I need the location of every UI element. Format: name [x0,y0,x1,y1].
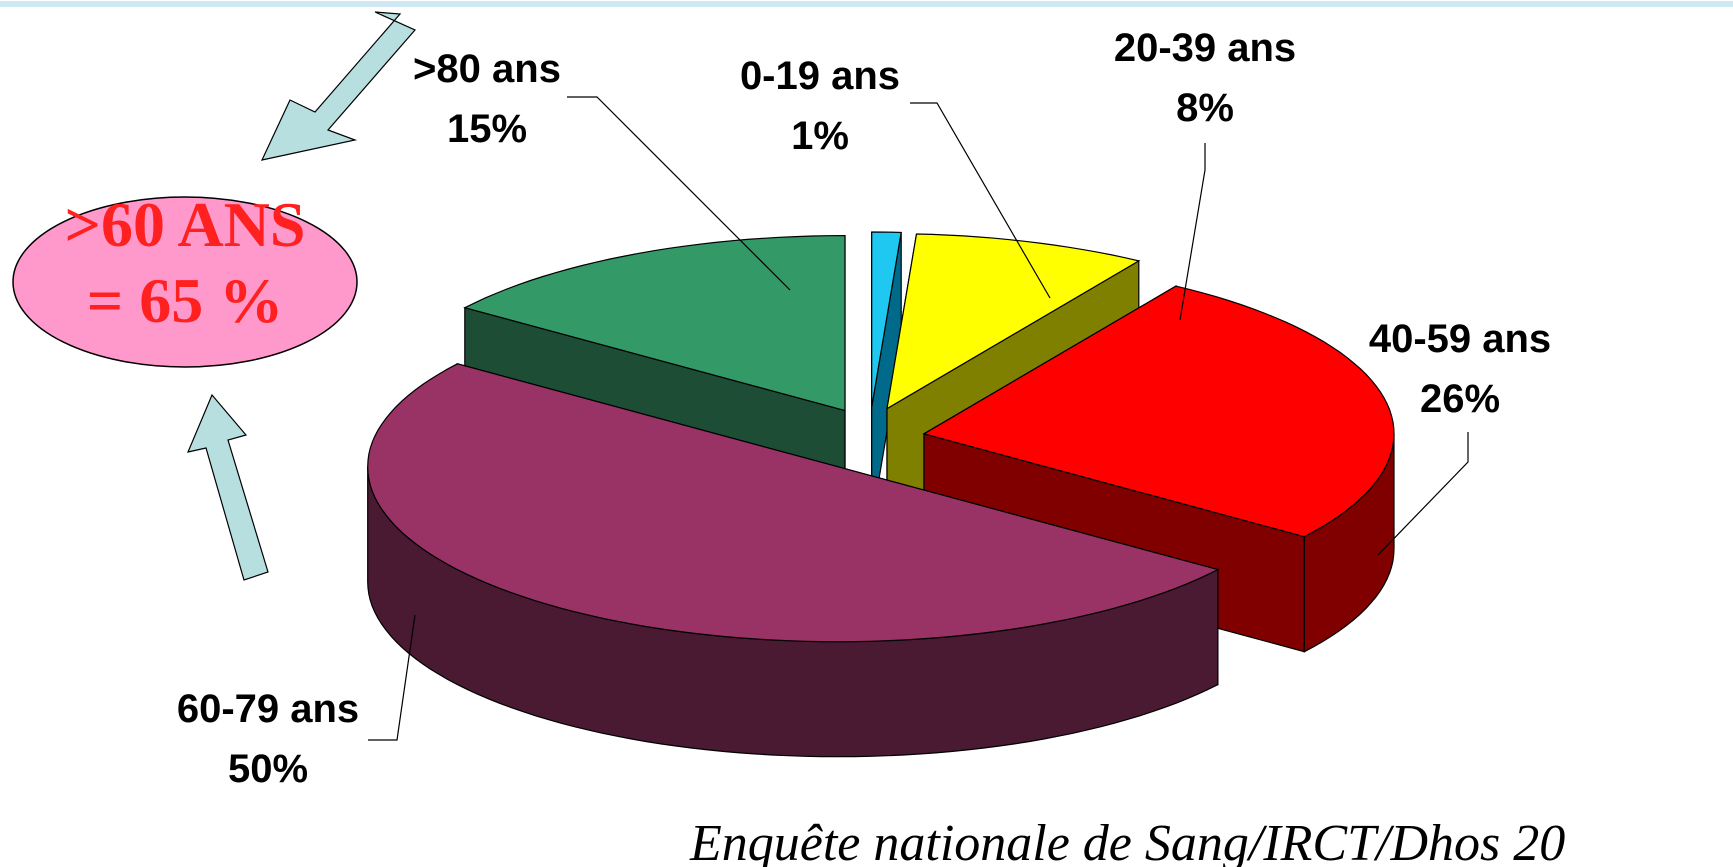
slice-category-label: 40-59 ans [1369,317,1551,361]
callout-line-1: >60 ANS [65,189,306,260]
leader-line [1377,432,1469,556]
leader-line [368,614,416,741]
slice [922,285,1395,538]
leader-line [910,102,1051,299]
slice-value-label: 50% [228,747,308,791]
slice-category-label: >80 ans [413,47,561,91]
leader-line [567,96,791,291]
source-note: Enquête nationale de Sang/IRCT/Dhos 20 [689,815,1565,867]
slice-value-label: 15% [447,107,527,151]
arrow-up [186,393,269,581]
slice-category-label: 60-79 ans [177,687,359,731]
leader-line [1179,143,1206,321]
slice-category-label: 0-19 ans [740,54,900,98]
slice [886,233,1141,410]
callout-line-2: = 65 % [87,265,283,336]
slice [463,234,846,412]
slice [871,231,902,408]
slice-value-label: 1% [791,114,849,158]
callout-ellipse [12,196,358,368]
slice [367,363,1220,643]
arrow-down [260,11,416,161]
slice-category-label: 20-39 ans [1114,26,1296,70]
slice-value-label: 26% [1420,377,1500,421]
slice-value-label: 8% [1176,86,1234,130]
